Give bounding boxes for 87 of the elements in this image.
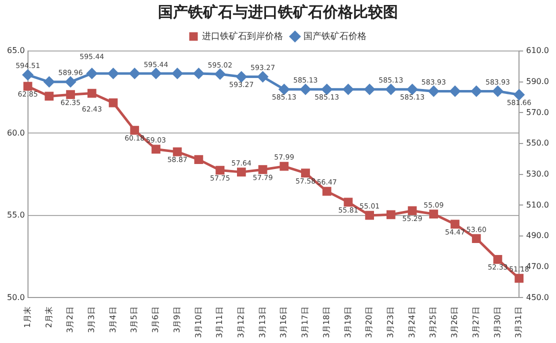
point [108, 68, 119, 79]
point [364, 84, 375, 95]
point [172, 147, 182, 156]
point [344, 198, 353, 207]
y2-tick-label: 510.0 [526, 200, 550, 210]
chart-title: 国产铁矿石与进口铁矿石价格比较图 [158, 2, 398, 21]
x-tick-label: 3月13日 [258, 306, 267, 338]
y2-tick-label: 450.0 [526, 292, 550, 302]
point [342, 84, 354, 95]
x-tick-label: 3月20日 [364, 306, 374, 338]
point [428, 86, 439, 96]
point [22, 70, 34, 80]
point [150, 68, 162, 79]
point [44, 92, 54, 101]
y-tick-label: 65.0 [7, 46, 25, 56]
x-tick-label: 3月26日 [450, 306, 460, 338]
point [322, 186, 332, 196]
point [65, 76, 76, 88]
y2-tick-label: 530.0 [526, 169, 550, 178]
point [214, 68, 226, 80]
x-tick-label: 3月18日 [322, 306, 331, 338]
y2-tick-label: 590.0 [526, 76, 550, 86]
point [301, 168, 310, 178]
point [492, 86, 503, 96]
legend-label: 国产铁矿石价格 [304, 30, 366, 42]
x-tick-label: 2月末 [44, 306, 54, 328]
point [194, 155, 204, 164]
point [300, 84, 311, 95]
point [407, 84, 418, 95]
x-tick-label: 3月11日 [215, 306, 224, 338]
y-tick-label: 55.0 [7, 210, 25, 220]
x-tick-label: 3月31日 [514, 306, 524, 338]
x-tick-label: 3月5日 [130, 306, 139, 333]
point [130, 126, 140, 135]
x-tick-label: 3月10日 [194, 306, 203, 338]
x-tick-label: 3月24日 [407, 306, 416, 338]
x-tick-label: 3月17日 [300, 306, 310, 338]
point [450, 86, 460, 96]
point [152, 144, 160, 154]
point [236, 72, 247, 82]
point [493, 254, 502, 264]
point [258, 72, 268, 82]
x-tick-label: 3月6日 [151, 306, 160, 333]
point [386, 84, 396, 95]
point [471, 86, 482, 96]
point [278, 84, 290, 95]
x-tick-label: 3月9日 [172, 306, 182, 333]
y2-tick-label: 570.0 [526, 108, 550, 117]
y-tick-label: 50.0 [7, 292, 25, 302]
point [87, 88, 96, 98]
x-tick-label: 3月25日 [428, 306, 438, 338]
y-tick-label: 60.0 [7, 128, 25, 138]
point [108, 98, 118, 108]
point [514, 274, 524, 283]
point [172, 68, 183, 79]
y2-tick-label: 610.0 [526, 46, 550, 56]
point [514, 89, 524, 100]
point [408, 206, 417, 216]
x-tick-label: 3月12日 [236, 306, 246, 338]
point [236, 168, 246, 176]
y2-tick-label: 550.0 [526, 138, 550, 148]
point [86, 68, 98, 79]
point [280, 162, 289, 171]
x-tick-label: 3月30日 [492, 306, 502, 338]
point [258, 165, 268, 174]
point [386, 210, 396, 220]
x-tick-label: 1月末 [22, 306, 32, 328]
point [472, 234, 481, 243]
legend-label: 进口铁矿石到岸价格 [202, 30, 283, 42]
point [193, 68, 204, 79]
x-tick-label: 3月2日 [66, 306, 75, 333]
point [450, 220, 460, 229]
x-tick-label: 3月19日 [343, 306, 352, 338]
point [365, 210, 374, 220]
x-tick-label: 3月16日 [279, 306, 288, 338]
point [129, 68, 140, 79]
point [322, 84, 332, 95]
y2-tick-label: 490.0 [526, 231, 550, 240]
x-tick-label: 3月4日 [108, 306, 118, 333]
point [44, 76, 54, 88]
point [23, 82, 32, 91]
point [216, 166, 224, 175]
x-tick-label: 3月3日 [86, 306, 96, 333]
point [66, 90, 75, 100]
x-tick-label: 3月27日 [471, 306, 480, 338]
x-tick-label: 3月23日 [386, 306, 396, 338]
point [429, 210, 438, 218]
